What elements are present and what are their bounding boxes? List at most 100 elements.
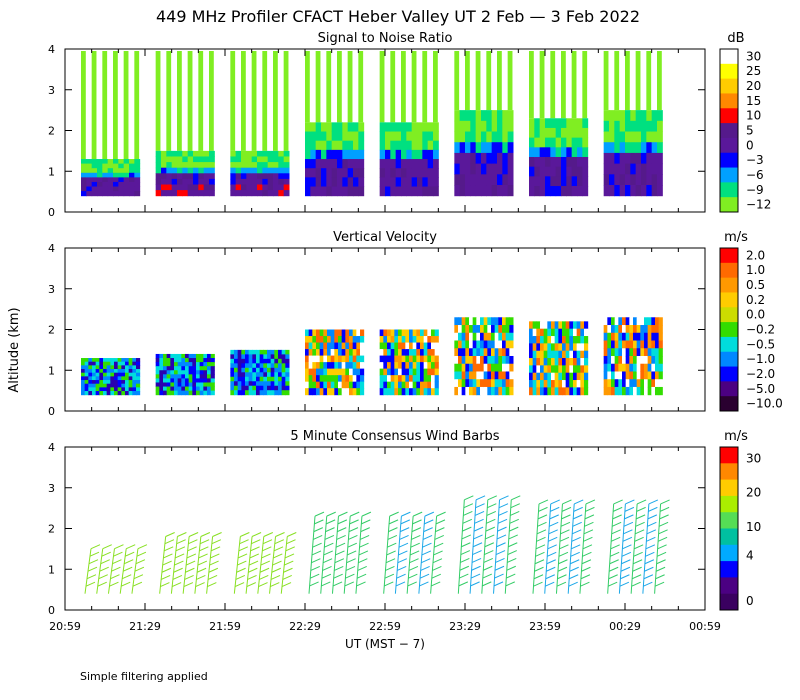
- snr-cell: [321, 122, 327, 133]
- wind-barb: [459, 573, 469, 579]
- wind-barb: [644, 559, 655, 565]
- wind-barb: [251, 539, 261, 545]
- wind-barb: [436, 511, 446, 517]
- snr-cell: [113, 181, 119, 188]
- wind-barb: [430, 581, 441, 587]
- snr-cell: [305, 159, 311, 169]
- snr-cell: [246, 178, 253, 185]
- vv-cell: [502, 379, 507, 388]
- vv-cell: [110, 361, 115, 366]
- snr-cell: [406, 186, 413, 197]
- vv-cell: [547, 350, 552, 359]
- vv-cell: [356, 336, 361, 344]
- vv-cell: [203, 358, 208, 363]
- chart-title: 449 MHz Profiler CFACT Heber Valley UT 2…: [156, 7, 640, 26]
- colorbar-swatch: [720, 78, 738, 94]
- wind-barb: [622, 536, 633, 542]
- snr-cell: [198, 173, 205, 180]
- vv-cell: [431, 336, 436, 344]
- colorbar-label: −12: [746, 198, 771, 212]
- vv-cell: [633, 355, 638, 365]
- snr-cell: [358, 168, 365, 178]
- snr-cell: [465, 110, 471, 122]
- vv-cell: [252, 358, 257, 364]
- wind-barb: [433, 550, 443, 556]
- snr-cell: [417, 131, 423, 142]
- snr-cell: [534, 147, 541, 158]
- vv-cell: [658, 386, 663, 396]
- colorbar-label: 20: [746, 79, 761, 93]
- snr-cell: [475, 163, 482, 175]
- snr-cell: [209, 162, 215, 169]
- snr-cell: [571, 137, 578, 148]
- vv-cell: [341, 349, 346, 357]
- snr-cell: [534, 176, 541, 187]
- snr-cell: [193, 162, 199, 169]
- snr-cell: [177, 162, 183, 169]
- vv-cell: [536, 387, 541, 396]
- snr-cell: [486, 51, 492, 111]
- snr-cell: [539, 156, 546, 168]
- snr-cell: [454, 163, 461, 175]
- snr-cell: [454, 152, 461, 165]
- wind-barb: [260, 560, 271, 566]
- vv-cell: [316, 336, 321, 344]
- snr-cell: [529, 51, 534, 119]
- vv-cell: [398, 349, 403, 357]
- vv-cell: [103, 380, 108, 385]
- wind-barb: [472, 550, 482, 556]
- snr-cell: [315, 168, 322, 178]
- wind-barb: [570, 544, 581, 550]
- snr-cell: [577, 118, 583, 129]
- vv-cell: [308, 381, 313, 389]
- snr-cell: [390, 177, 397, 188]
- vv-cell: [352, 329, 357, 337]
- vv-cell: [505, 379, 510, 388]
- vv-cell: [199, 390, 204, 396]
- snr-cell: [235, 150, 242, 157]
- vv-cell: [259, 358, 264, 364]
- vv-cell: [576, 336, 581, 344]
- vv-cell: [614, 348, 619, 357]
- snr-cell: [497, 163, 503, 175]
- vv-cell: [465, 348, 470, 357]
- snr-cell: [91, 191, 98, 197]
- snr-cell: [406, 122, 413, 133]
- vv-cell: [611, 355, 616, 365]
- snr-cell: [177, 178, 183, 185]
- snr-cell: [433, 140, 439, 151]
- vv-cell: [502, 340, 507, 349]
- wind-barb: [274, 539, 284, 545]
- vv-cell: [554, 372, 559, 381]
- vv-cell: [285, 372, 290, 378]
- vv-cell: [412, 388, 417, 396]
- vv-cell: [398, 329, 403, 337]
- vv-cell: [554, 328, 559, 337]
- snr-cell: [129, 186, 135, 192]
- vv-cell: [633, 317, 638, 326]
- vv-cell: [210, 386, 215, 392]
- x-tick-label: 00:59: [689, 620, 721, 633]
- vv-cell: [405, 342, 410, 350]
- snr-cell: [454, 185, 461, 197]
- snr-cell: [385, 168, 391, 178]
- snr-cell: [625, 142, 631, 154]
- snr-cell: [358, 140, 365, 151]
- snr-cell: [91, 186, 98, 192]
- wind-barb: [88, 559, 99, 565]
- snr-cell: [529, 176, 535, 187]
- vv-cell: [454, 355, 459, 365]
- snr-cell: [422, 122, 429, 133]
- vv-cell: [394, 342, 399, 350]
- vv-cell: [319, 329, 324, 337]
- snr-cell: [401, 122, 407, 133]
- vv-cell: [81, 383, 86, 388]
- snr-cell: [326, 159, 333, 169]
- vv-cell: [177, 386, 182, 392]
- vv-cell: [625, 348, 630, 357]
- snr-cell: [550, 118, 557, 129]
- vv-cell: [281, 367, 286, 373]
- colorbar-swatch: [720, 447, 738, 464]
- vv-cell: [454, 348, 459, 357]
